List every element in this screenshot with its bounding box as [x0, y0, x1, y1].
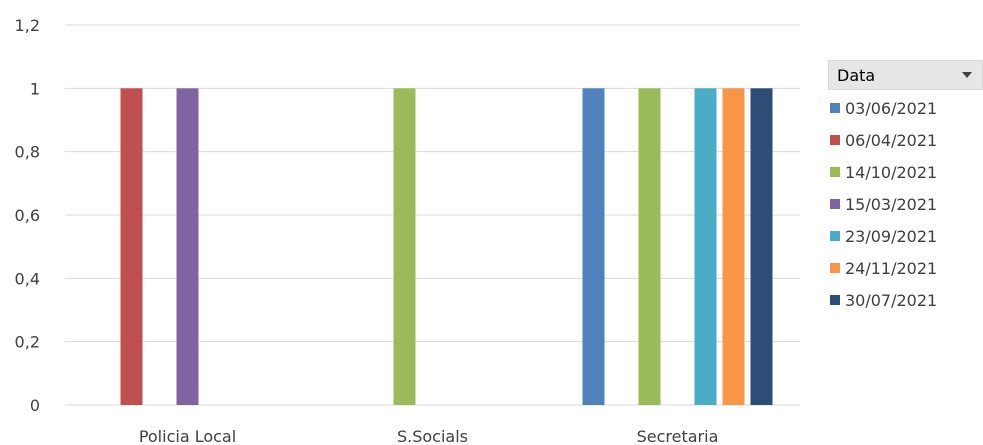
- y-tick-label: 1,2: [15, 16, 40, 35]
- legend-title: Data: [837, 65, 876, 85]
- x-tick-label-policia-local: Policia Local: [139, 427, 236, 445]
- y-tick-label: 0: [30, 396, 40, 415]
- y-tick-label: 1: [30, 79, 40, 98]
- y-tick-label: 0,8: [15, 143, 40, 162]
- legend-label: 14/10/2021: [845, 162, 938, 182]
- legend-swatch: [830, 199, 840, 209]
- legend: Data 03/06/2021 06/04/2021 14/10/2021 15/03…: [828, 60, 983, 316]
- x-tick-label-s-socials: S.Socials: [397, 427, 468, 445]
- bar-secretaria-23-09-2021: [694, 88, 717, 405]
- legend-filter-button[interactable]: Data: [828, 60, 983, 90]
- bar-s-socials-14-10-2021: [393, 88, 416, 405]
- bar-secretaria-14-10-2021: [638, 88, 661, 405]
- legend-label: 30/07/2021: [845, 290, 938, 310]
- bar-policia-local-15-03-2021: [176, 88, 199, 405]
- legend-item-23-09-2021: 23/09/2021: [828, 220, 983, 252]
- legend-item-14-10-2021: 14/10/2021: [828, 156, 983, 188]
- gridlines: [65, 24, 800, 406]
- legend-swatch: [830, 263, 840, 273]
- legend-swatch: [830, 167, 840, 177]
- legend-item-03-06-2021: 03/06/2021: [828, 92, 983, 124]
- x-axis-tick-labels: Policia Local S.Socials Secretaria: [139, 427, 719, 445]
- legend-swatch: [830, 231, 840, 241]
- legend-label: 15/03/2021: [845, 194, 938, 214]
- legend-label: 24/11/2021: [845, 258, 938, 278]
- dropdown-arrow-icon[interactable]: [962, 72, 972, 78]
- bar-policia-local-06-04-2021: [120, 88, 143, 405]
- y-tick-label: 0,6: [15, 206, 40, 225]
- bars: [120, 88, 773, 405]
- y-tick-label: 0,2: [15, 333, 40, 352]
- bar-secretaria-30-07-2021: [750, 88, 773, 405]
- legend-label: 03/06/2021: [845, 98, 938, 118]
- legend-swatch: [830, 103, 840, 113]
- legend-label: 23/09/2021: [845, 226, 938, 246]
- bar-secretaria-03-06-2021: [582, 88, 605, 405]
- legend-item-06-04-2021: 06/04/2021: [828, 124, 983, 156]
- legend-swatch: [830, 295, 840, 305]
- legend-items: 03/06/2021 06/04/2021 14/10/2021 15/03/2021…: [828, 92, 983, 316]
- legend-item-15-03-2021: 15/03/2021: [828, 188, 983, 220]
- legend-swatch: [830, 135, 840, 145]
- y-tick-label: 0,4: [15, 269, 40, 288]
- y-axis-tick-labels: 0 0,2 0,4 0,6 0,8 1 1,2: [15, 16, 40, 415]
- legend-item-24-11-2021: 24/11/2021: [828, 252, 983, 284]
- bar-secretaria-24-11-2021: [722, 88, 745, 405]
- legend-label: 06/04/2021: [845, 130, 938, 150]
- x-tick-label-secretaria: Secretaria: [637, 427, 719, 445]
- legend-item-30-07-2021: 30/07/2021: [828, 284, 983, 316]
